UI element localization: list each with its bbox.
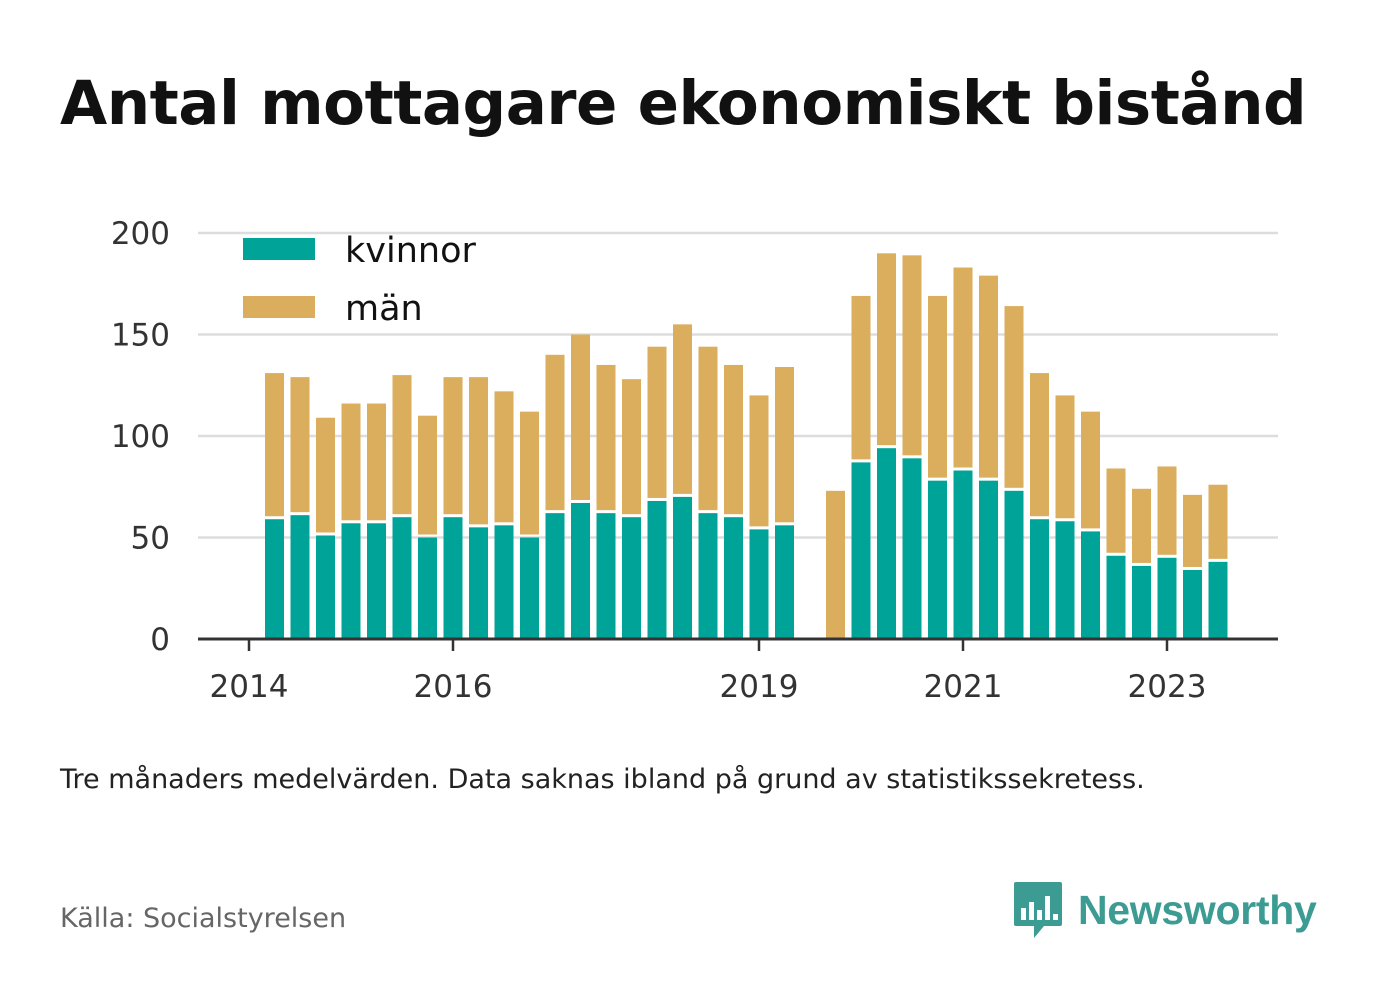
- bar-man: [749, 395, 769, 527]
- bar-kvinnor: [596, 513, 616, 639]
- bar-kvinnor: [622, 517, 641, 639]
- source-credit: Källa: Socialstyrelsen: [60, 903, 347, 934]
- y-tick-label: 150: [111, 318, 170, 354]
- bar-kvinnor: [571, 502, 590, 639]
- bar-kvinnor: [749, 529, 769, 639]
- bar-man: [1030, 373, 1049, 517]
- bar-man: [596, 364, 616, 511]
- y-tick-label: 0: [150, 622, 170, 658]
- bar-kvinnor: [1157, 557, 1177, 639]
- bar-man: [1132, 488, 1151, 563]
- bar-man: [520, 411, 539, 535]
- bar-kvinnor: [877, 448, 896, 639]
- bar-man: [928, 295, 947, 478]
- bar-kvinnor: [443, 517, 463, 639]
- bar-man: [1081, 411, 1100, 529]
- x-axis-ticks: 2014 2016 2019 2021 2023: [210, 639, 1207, 705]
- y-axis-ticks: 0 50 100 150 200: [111, 216, 170, 658]
- bar-man: [775, 366, 794, 523]
- bar-kvinnor: [1081, 531, 1100, 639]
- bar-man: [826, 490, 845, 639]
- bar-man: [902, 255, 922, 456]
- bar-kvinnor: [1030, 519, 1049, 639]
- bar-kvinnor: [1132, 565, 1151, 639]
- bar-man: [851, 295, 871, 460]
- bar-man: [877, 253, 896, 446]
- bar-kvinnor: [494, 525, 514, 639]
- bar-man: [265, 373, 284, 517]
- bar-kvinnor: [1208, 561, 1228, 639]
- bar-man: [443, 377, 463, 515]
- bar-man: [290, 377, 310, 513]
- bar-kvinnor: [418, 537, 437, 639]
- legend: kvinnor män: [243, 231, 476, 329]
- x-tick-label: 2016: [414, 669, 493, 705]
- bar-man: [1208, 484, 1228, 559]
- bar-kvinnor: [851, 462, 871, 639]
- bar-man: [469, 377, 488, 525]
- legend-label: män: [345, 289, 423, 329]
- bar-man: [316, 417, 335, 533]
- bar-kvinnor: [316, 535, 335, 639]
- bar-man: [673, 324, 692, 494]
- bar-man: [979, 275, 998, 478]
- bar-kvinnor: [775, 525, 794, 639]
- x-tick-label: 2021: [924, 669, 1003, 705]
- bar-kvinnor: [265, 519, 284, 639]
- bar-kvinnor: [647, 500, 667, 639]
- bar-kvinnor: [520, 537, 539, 639]
- bar-man: [571, 334, 590, 500]
- bar-kvinnor: [367, 523, 386, 639]
- stacked-bar-chart: 0 50 100 150 200 2014 2016 2019 2021 2023 kvinno…: [111, 216, 1278, 705]
- bar-man: [698, 346, 718, 511]
- bar-kvinnor: [392, 517, 412, 639]
- legend-swatch: [243, 296, 315, 318]
- bar-kvinnor: [469, 527, 488, 639]
- bar-kvinnor: [1106, 555, 1126, 639]
- bar-kvinnor: [341, 523, 361, 639]
- bar-man: [1004, 306, 1024, 488]
- bar-man: [1183, 494, 1202, 567]
- legend-swatch: [243, 238, 315, 260]
- bar-man: [545, 354, 565, 511]
- brand-name: Newsworthy: [1078, 886, 1317, 933]
- bar-man: [341, 403, 361, 521]
- bar-kvinnor: [928, 480, 947, 639]
- bar-kvinnor: [1183, 569, 1202, 639]
- x-tick-label: 2014: [210, 669, 289, 705]
- bar-man: [392, 375, 412, 515]
- chart-title: Antal mottagare ekonomiskt bistånd: [60, 68, 1307, 139]
- bar-chart-speech-bubble-icon: [1014, 882, 1062, 938]
- bar-kvinnor: [673, 496, 692, 639]
- y-tick-label: 100: [111, 419, 170, 455]
- bar-man: [622, 379, 641, 515]
- bar-man: [1055, 395, 1075, 519]
- bar-man: [418, 415, 437, 535]
- bar-man: [494, 391, 514, 523]
- bar-kvinnor: [724, 517, 743, 639]
- bar-man: [647, 346, 667, 498]
- newsworthy-logo: Newsworthy: [1012, 880, 1317, 940]
- bar-kvinnor: [545, 513, 565, 639]
- x-tick-label: 2019: [720, 669, 799, 705]
- bars: [265, 253, 1228, 639]
- bar-kvinnor: [1055, 521, 1075, 639]
- bar-kvinnor: [902, 458, 922, 639]
- y-tick-label: 50: [131, 521, 170, 557]
- bar-man: [367, 403, 386, 521]
- bar-man: [1157, 466, 1177, 555]
- bar-kvinnor: [979, 480, 998, 639]
- x-tick-label: 2023: [1128, 669, 1207, 705]
- bar-kvinnor: [1004, 490, 1024, 639]
- bar-kvinnor: [698, 513, 718, 639]
- bar-kvinnor: [953, 470, 973, 639]
- bar-man: [953, 267, 973, 468]
- bar-man: [1106, 468, 1126, 553]
- chart-note: Tre månaders medelvärden. Data saknas ib…: [60, 764, 1145, 795]
- y-tick-label: 200: [111, 216, 170, 252]
- legend-label: kvinnor: [345, 231, 476, 271]
- bar-kvinnor: [290, 515, 310, 639]
- bar-man: [724, 364, 743, 515]
